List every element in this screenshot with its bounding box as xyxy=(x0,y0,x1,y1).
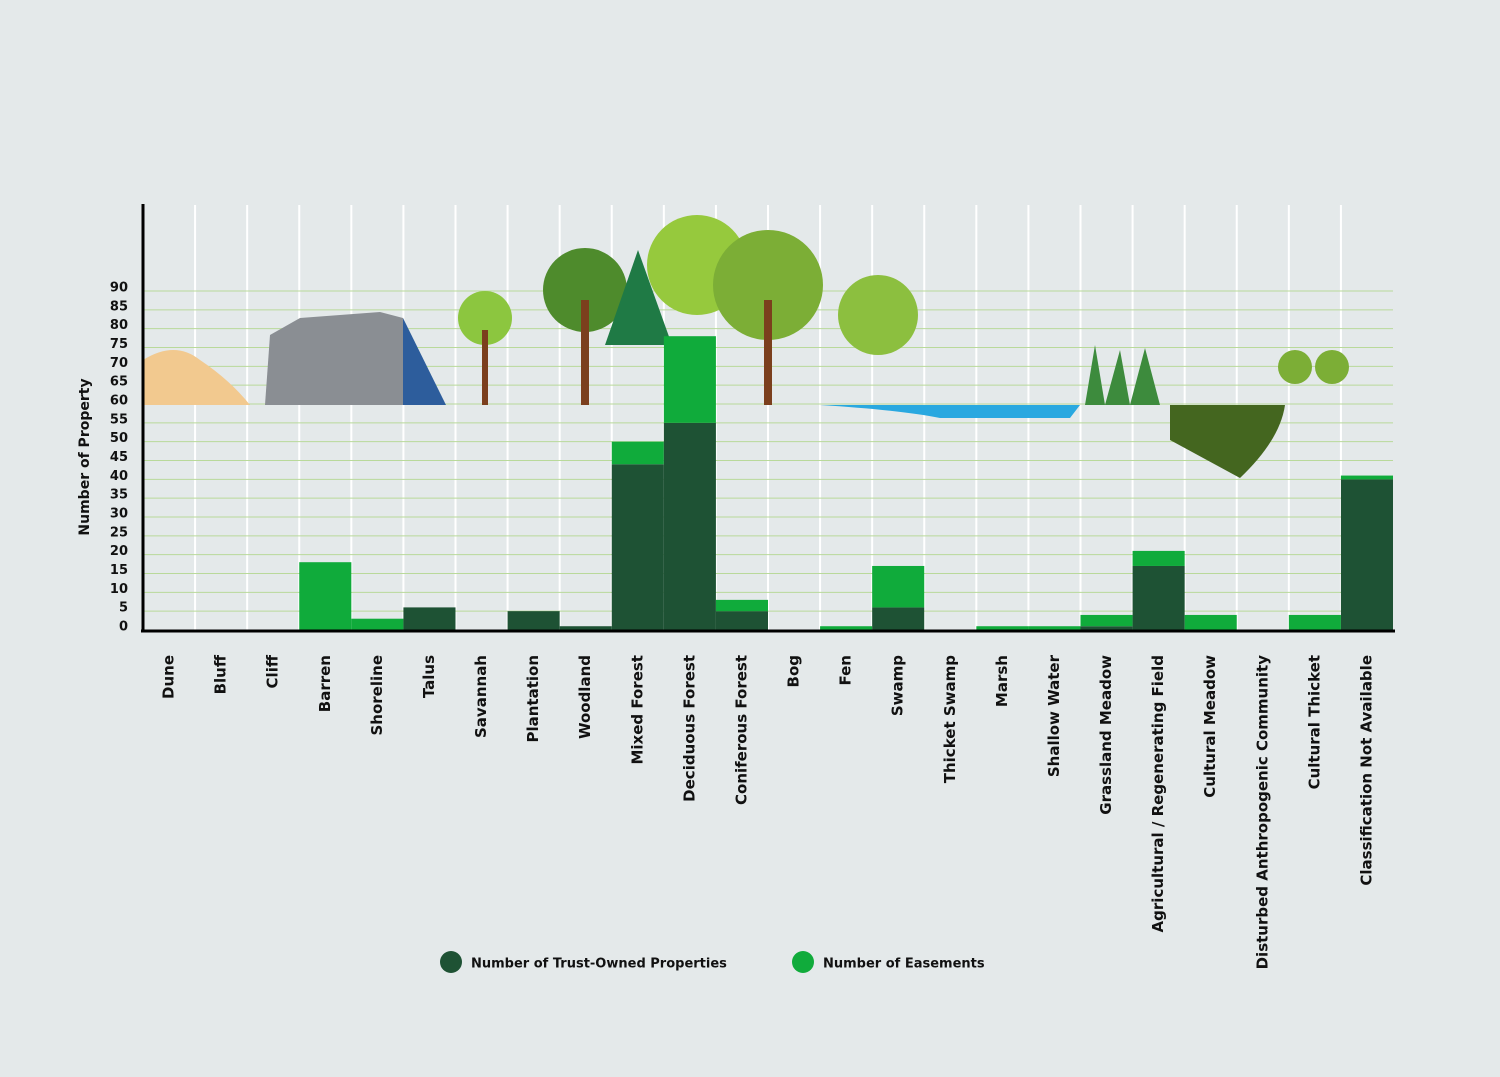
bar-segment xyxy=(507,611,560,630)
y-tick-label: 55 xyxy=(110,412,128,427)
x-tick-label: Mixed Forest xyxy=(628,655,646,765)
bar-segment xyxy=(820,626,873,630)
legend-label: Number of Easements xyxy=(823,957,985,972)
bar-segment xyxy=(1132,550,1185,566)
bar-segment xyxy=(403,607,456,630)
talus-shape xyxy=(403,318,446,405)
x-tick-label: Woodland xyxy=(576,655,594,739)
bar-segment xyxy=(1028,626,1081,630)
tree xyxy=(713,230,823,340)
x-tick-label: Deciduous Forest xyxy=(680,655,698,802)
x-tick-label: Barren xyxy=(316,655,334,712)
bar-segment xyxy=(663,336,716,423)
y-tick-label: 65 xyxy=(110,375,128,390)
tree xyxy=(1315,350,1349,384)
x-tick-label: Swamp xyxy=(889,655,907,716)
y-axis-title: Number of Property xyxy=(77,378,93,535)
bar-segment xyxy=(351,618,404,630)
x-tick-label: Thicket Swamp xyxy=(941,655,959,783)
bar-segment xyxy=(1184,614,1237,630)
x-tick-label: Disturbed Anthropogenic Community xyxy=(1253,655,1271,970)
y-tick-label: 45 xyxy=(110,450,128,465)
y-tick-label: 0 xyxy=(119,620,128,635)
bar-segment xyxy=(872,607,925,630)
bar-segment xyxy=(299,562,352,630)
bar-segment xyxy=(1288,614,1341,630)
bar-segment xyxy=(715,611,768,630)
x-tick-label: Classification Not Available xyxy=(1357,655,1375,886)
y-tick-label: 20 xyxy=(110,544,128,559)
bar-segment xyxy=(559,626,612,630)
x-tick-label: Grassland Meadow xyxy=(1097,655,1115,815)
y-tick-label: 70 xyxy=(110,356,128,371)
tree xyxy=(458,291,512,345)
x-tick-label: Dune xyxy=(160,655,178,699)
x-tick-label: Talus xyxy=(420,655,438,698)
x-tick-label: Agricultural / Regenerating Field xyxy=(1149,655,1167,932)
x-tick-label: Bluff xyxy=(212,654,230,694)
tree xyxy=(543,248,627,332)
x-tick-label: Bog xyxy=(785,655,803,687)
x-tick-label: Fen xyxy=(837,655,855,686)
legend-swatch xyxy=(792,951,814,973)
tree xyxy=(1278,350,1312,384)
x-tick-label: Cultural Meadow xyxy=(1201,655,1219,798)
grass-shape xyxy=(1085,345,1160,405)
cliff-shape xyxy=(265,312,403,405)
tree-trunk xyxy=(764,300,772,405)
x-ticks: Dune Bluff Cliff Barren Shoreline Talus Savann… xyxy=(160,654,1376,969)
bar-segment xyxy=(872,565,925,608)
y-tick-label: 25 xyxy=(110,525,128,540)
x-tick-label: Plantation xyxy=(524,655,542,743)
x-tick-label: Savannah xyxy=(472,655,490,738)
y-tick-label: 80 xyxy=(110,318,128,333)
y-tick-label: 90 xyxy=(110,281,128,296)
y-tick-label: 5 xyxy=(119,601,128,616)
y-tick-label: 10 xyxy=(110,582,128,597)
bar-segment xyxy=(1080,626,1133,630)
y-tick-label: 35 xyxy=(110,488,128,503)
dune-shape xyxy=(143,350,250,405)
legend-swatch xyxy=(440,951,462,973)
y-tick-label: 40 xyxy=(110,469,128,484)
bar-segment xyxy=(1340,475,1393,480)
legend-label: Number of Trust-Owned Properties xyxy=(471,957,727,972)
field-shape xyxy=(1170,405,1285,478)
x-tick-label: Cultural Thicket xyxy=(1305,655,1323,789)
bar-segment xyxy=(1340,479,1393,630)
bar-segment xyxy=(715,599,768,612)
y-tick-label: 50 xyxy=(110,431,128,446)
y-tick-label: 15 xyxy=(110,563,128,578)
tree xyxy=(605,250,672,345)
bar-segment xyxy=(1132,565,1185,630)
x-tick-label: Cliff xyxy=(264,654,282,688)
tree-trunk xyxy=(482,330,488,405)
bar-segment xyxy=(611,441,664,465)
bar-segment xyxy=(976,626,1029,630)
y-tick-label: 85 xyxy=(110,299,128,314)
tree xyxy=(838,275,918,355)
water-shape xyxy=(820,405,1080,418)
tree-trunk xyxy=(581,300,589,405)
y-tick-label: 75 xyxy=(110,337,128,352)
y-tick-label: 30 xyxy=(110,507,128,522)
bars xyxy=(299,336,1393,630)
legend: Number of Trust-Owned Properties Number o… xyxy=(440,951,985,973)
y-tick-label: 60 xyxy=(110,394,128,409)
bar-segment xyxy=(1080,614,1133,627)
bar-segment xyxy=(611,464,664,630)
illustration xyxy=(143,215,1349,478)
x-tick-label: Shallow Water xyxy=(1045,654,1063,777)
bar-segment xyxy=(663,422,716,630)
x-tick-label: Coniferous Forest xyxy=(732,655,750,805)
y-ticks: 0 5 10 15 20 25 30 35 40 45 50 55 60 65 70 75 80 85 90 xyxy=(110,281,128,635)
x-tick-label: Marsh xyxy=(993,655,1011,707)
x-tick-label: Shoreline xyxy=(368,655,386,736)
